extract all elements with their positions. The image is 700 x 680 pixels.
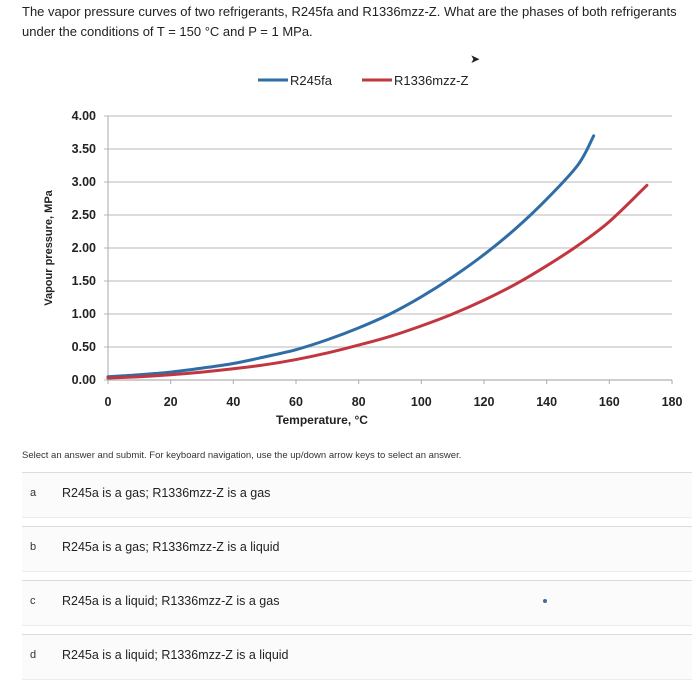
option-d[interactable]: d R245a is a liquid; R1336mzz-Z is a liq… (22, 634, 692, 680)
x-tick-label: 20 (164, 395, 178, 409)
y-tick-label: 2.00 (72, 241, 96, 255)
option-letter: b (30, 541, 37, 553)
question-text: The vapor pressure curves of two refrige… (22, 4, 677, 39)
option-text: R245a is a gas; R1336mzz-Z is a liquid (62, 540, 280, 554)
option-text: R245a is a gas; R1336mzz-Z is a gas (62, 486, 271, 500)
legend-label: R245fa (290, 73, 333, 88)
option-letter: c (30, 595, 36, 607)
x-tick-label: 60 (289, 395, 303, 409)
x-tick-label: 0 (105, 395, 112, 409)
option-text: R245a is a liquid; R1336mzz-Z is a gas (62, 594, 280, 608)
x-tick-label: 160 (599, 395, 620, 409)
y-tick-label: 1.50 (72, 274, 96, 288)
x-tick-label: 100 (411, 395, 432, 409)
y-tick-label: 3.50 (72, 142, 96, 156)
y-tick-label: 3.00 (72, 175, 96, 189)
y-tick-label: 1.00 (72, 307, 96, 321)
y-tick-label: 0.50 (72, 340, 96, 354)
x-tick-label: 80 (352, 395, 366, 409)
y-tick-label: 0.00 (72, 373, 96, 387)
series-line-0 (106, 134, 596, 379)
x-tick-label: 140 (536, 395, 557, 409)
y-axis-label: Vapour pressure, MPa (43, 189, 55, 305)
x-axis-label: Temperature, °C (276, 413, 368, 427)
mouse-cursor-icon: ➤ (470, 52, 481, 66)
y-tick-label: 4.00 (72, 109, 96, 123)
option-c[interactable]: c R245a is a liquid; R1336mzz-Z is a gas (22, 580, 692, 626)
pointer-dot (543, 599, 547, 603)
option-letter: d (30, 649, 37, 661)
x-tick-label: 180 (662, 395, 683, 409)
x-tick-label: 120 (474, 395, 495, 409)
option-a[interactable]: a R245a is a gas; R1336mzz-Z is a gas (22, 472, 692, 518)
instruction-text: Select an answer and submit. For keyboar… (22, 450, 462, 461)
series-line-1 (106, 183, 649, 380)
chart-svg: 0.00 0.50 1.00 1.50 2.00 2.50 3.00 3.50 4.00 0 20… (43, 73, 683, 427)
y-tick-label: 2.50 (72, 208, 96, 222)
option-letter: a (30, 487, 37, 499)
legend-label: R1336mzz-Z (394, 73, 468, 88)
vapor-pressure-chart: 0.00 0.50 1.00 1.50 2.00 2.50 3.00 3.50 4.00 0 20… (0, 50, 700, 440)
option-text: R245a is a liquid; R1336mzz-Z is a liqui… (62, 648, 289, 662)
x-tick-label: 40 (226, 395, 240, 409)
option-b[interactable]: b R245a is a gas; R1336mzz-Z is a liquid (22, 526, 692, 572)
